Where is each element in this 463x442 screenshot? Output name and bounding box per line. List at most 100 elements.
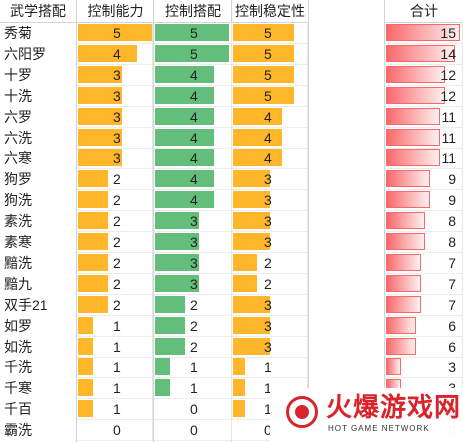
combo-cell[interactable]: 3 bbox=[154, 251, 232, 274]
combo-cell[interactable]: 4 bbox=[154, 63, 232, 86]
ability-cell[interactable]: 2 bbox=[77, 231, 153, 253]
combo-cell[interactable]: 5 bbox=[154, 22, 232, 44]
total-cell[interactable]: 9 bbox=[385, 168, 463, 191]
combo-cell[interactable]: 4 bbox=[154, 189, 232, 212]
column-header[interactable]: 控制稳定性 bbox=[232, 0, 308, 23]
stability-cell[interactable]: 1 bbox=[232, 356, 308, 379]
row-name-cell[interactable]: 秀菊 bbox=[4, 25, 32, 41]
row-name-cell[interactable]: 六寒 bbox=[4, 150, 32, 167]
combo-cell[interactable]: 3 bbox=[154, 231, 232, 253]
stability-cell[interactable]: 4 bbox=[232, 126, 308, 149]
combo-cell[interactable]: 4 bbox=[154, 147, 232, 170]
ability-cell[interactable]: 1 bbox=[77, 398, 153, 421]
row-name-cell[interactable]: 素洗 bbox=[4, 213, 32, 230]
ability-cell[interactable]: 2 bbox=[77, 168, 153, 191]
ability-cell[interactable]: 1 bbox=[77, 335, 153, 358]
ability-cell[interactable]: 3 bbox=[77, 84, 153, 107]
total-cell[interactable]: 15 bbox=[385, 22, 463, 44]
combo-cell[interactable]: 4 bbox=[154, 105, 232, 128]
row-name-cell[interactable]: 六罗 bbox=[4, 108, 32, 125]
row-name-cell[interactable]: 黯九 bbox=[4, 275, 32, 292]
combo-cell[interactable]: 2 bbox=[154, 314, 232, 337]
ability-cell[interactable]: 2 bbox=[77, 189, 153, 212]
row-name-cell[interactable]: 十罗 bbox=[4, 66, 32, 83]
stability-cell[interactable]: 3 bbox=[232, 314, 308, 337]
row-name-cell[interactable]: 千百 bbox=[4, 401, 32, 418]
stability-cell[interactable]: 5 bbox=[232, 22, 308, 44]
total-cell[interactable]: 8 bbox=[385, 210, 463, 233]
stability-cell[interactable]: 4 bbox=[232, 147, 308, 170]
combo-cell[interactable]: 1 bbox=[154, 356, 232, 379]
column-header[interactable]: 合计 bbox=[385, 0, 463, 23]
ability-cell[interactable]: 1 bbox=[77, 356, 153, 379]
ability-cell[interactable]: 3 bbox=[77, 105, 153, 128]
column-header[interactable]: 控制搭配 bbox=[154, 0, 232, 23]
row-name-cell[interactable]: 六阳罗 bbox=[4, 45, 46, 62]
combo-cell[interactable]: 4 bbox=[154, 168, 232, 191]
combo-cell[interactable]: 0 bbox=[154, 419, 232, 442]
row-name-cell[interactable]: 如罗 bbox=[4, 317, 32, 334]
stability-cell[interactable]: 4 bbox=[232, 105, 308, 128]
combo-cell[interactable]: 5 bbox=[154, 42, 232, 65]
stability-cell[interactable]: 3 bbox=[232, 168, 308, 191]
ability-cell[interactable]: 2 bbox=[77, 272, 153, 295]
combo-cell[interactable]: 2 bbox=[154, 335, 232, 358]
stability-data-bar bbox=[233, 44, 294, 62]
total-cell[interactable]: 7 bbox=[385, 272, 463, 295]
combo-cell[interactable]: 4 bbox=[154, 126, 232, 149]
total-cell[interactable]: 8 bbox=[385, 231, 463, 253]
combo-cell[interactable]: 3 bbox=[154, 272, 232, 295]
combo-cell[interactable]: 1 bbox=[154, 377, 232, 400]
column-header[interactable]: 控制能力 bbox=[77, 0, 154, 23]
total-cell[interactable]: 6 bbox=[385, 314, 463, 337]
ability-cell[interactable]: 2 bbox=[77, 210, 153, 233]
stability-cell[interactable]: 5 bbox=[232, 84, 308, 107]
row-name-cell[interactable]: 千洗 bbox=[4, 359, 32, 376]
ability-cell[interactable]: 0 bbox=[77, 419, 153, 442]
ability-cell[interactable]: 4 bbox=[77, 42, 153, 65]
total-cell[interactable]: 7 bbox=[385, 293, 463, 316]
ability-cell[interactable]: 3 bbox=[77, 63, 153, 86]
row-name-cell[interactable]: 六洗 bbox=[4, 129, 32, 146]
stability-cell[interactable]: 5 bbox=[232, 63, 308, 86]
combo-cell[interactable]: 4 bbox=[154, 84, 232, 107]
stability-cell[interactable]: 2 bbox=[232, 251, 308, 274]
row-name-cell[interactable]: 黯洗 bbox=[4, 254, 32, 271]
row-name-cell[interactable]: 双手21 bbox=[4, 296, 48, 313]
stability-cell[interactable]: 5 bbox=[232, 42, 308, 65]
row-name-cell[interactable]: 狗洗 bbox=[4, 192, 32, 209]
total-cell[interactable]: 11 bbox=[385, 105, 463, 128]
row-name-cell[interactable]: 素寒 bbox=[4, 234, 32, 250]
total-cell[interactable]: 14 bbox=[385, 42, 463, 65]
row-name-cell[interactable]: 狗罗 bbox=[4, 171, 32, 188]
total-cell[interactable]: 3 bbox=[385, 356, 463, 379]
combo-cell[interactable]: 3 bbox=[154, 210, 232, 233]
column-header[interactable]: 武学搭配 bbox=[0, 0, 76, 23]
total-cell[interactable]: 11 bbox=[385, 147, 463, 170]
row-name-cell[interactable]: 霸洗 bbox=[4, 422, 32, 439]
ability-cell[interactable]: 3 bbox=[77, 147, 153, 170]
total-cell[interactable]: 6 bbox=[385, 335, 463, 358]
ability-cell[interactable]: 5 bbox=[77, 22, 153, 44]
ability-cell[interactable]: 1 bbox=[77, 377, 153, 400]
stability-cell[interactable]: 3 bbox=[232, 293, 308, 316]
combo-cell[interactable]: 2 bbox=[154, 293, 232, 316]
row-name-cell[interactable]: 十洗 bbox=[4, 87, 32, 104]
stability-cell[interactable]: 3 bbox=[232, 210, 308, 233]
total-cell[interactable]: 9 bbox=[385, 189, 463, 212]
ability-cell[interactable]: 3 bbox=[77, 126, 153, 149]
stability-cell[interactable]: 2 bbox=[232, 272, 308, 295]
total-cell[interactable]: 7 bbox=[385, 251, 463, 274]
stability-cell[interactable]: 3 bbox=[232, 335, 308, 358]
total-cell[interactable]: 12 bbox=[385, 63, 463, 86]
total-cell[interactable]: 12 bbox=[385, 84, 463, 107]
stability-cell[interactable]: 3 bbox=[232, 231, 308, 253]
combo-cell[interactable]: 0 bbox=[154, 398, 232, 421]
stability-cell[interactable]: 3 bbox=[232, 189, 308, 212]
row-name-cell[interactable]: 如洗 bbox=[4, 338, 32, 355]
row-name-cell[interactable]: 千寒 bbox=[4, 380, 32, 397]
ability-cell[interactable]: 1 bbox=[77, 314, 153, 337]
ability-cell[interactable]: 2 bbox=[77, 293, 153, 316]
ability-cell[interactable]: 2 bbox=[77, 251, 153, 274]
total-cell[interactable]: 11 bbox=[385, 126, 463, 149]
